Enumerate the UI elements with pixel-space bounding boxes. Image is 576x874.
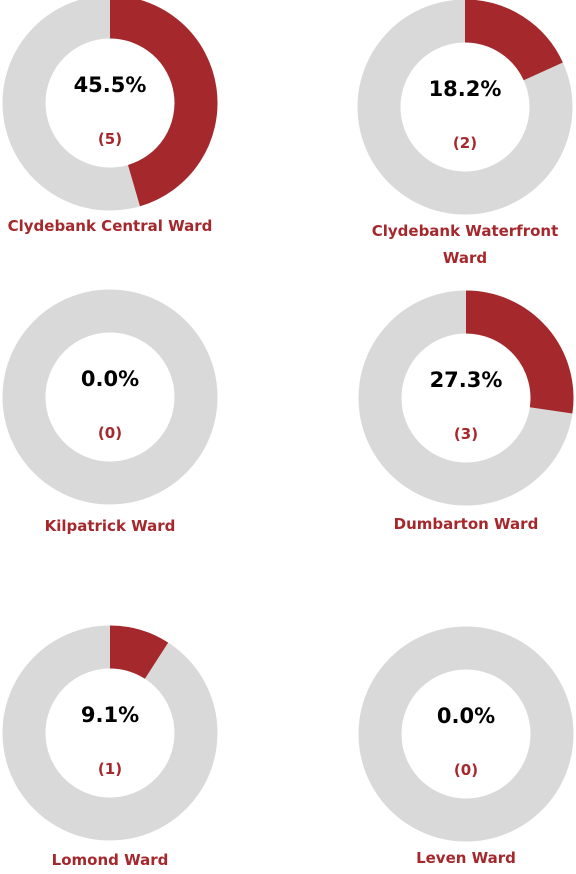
- donut: [358, 290, 574, 506]
- donut: [2, 0, 218, 211]
- percent-label: 18.2%: [428, 77, 502, 101]
- donut-chart: 27.3% (3) Dumbarton Ward: [346, 0, 576, 874]
- donut: [2, 625, 218, 841]
- ward-title: Leven Ward: [416, 849, 516, 867]
- donut-chart: 9.1% (1) Lomond Ward: [0, 0, 230, 874]
- donut-chart: 18.2% (2) Clydebank Waterfront Ward: [345, 0, 576, 874]
- donut-segment: [465, 290, 574, 414]
- percent-label: 9.1%: [80, 703, 140, 727]
- ward-title: Lomond Ward: [51, 851, 169, 869]
- donut-chart: 45.5% (5) Clydebank Central Ward: [0, 0, 230, 874]
- count-label: (1): [97, 760, 123, 778]
- donut: [358, 626, 574, 842]
- count-label: (0): [453, 761, 479, 779]
- donut-segment: [109, 0, 218, 207]
- donut: [357, 0, 573, 215]
- donut-track: [2, 625, 218, 841]
- donut-segment: [109, 625, 169, 680]
- count-label: (0): [97, 424, 123, 442]
- donut: [2, 289, 218, 505]
- count-label: (2): [452, 134, 478, 152]
- count-label: (3): [453, 425, 479, 443]
- donut-chart: 0.0% (0) Leven Ward: [346, 0, 576, 874]
- percent-label: 27.3%: [429, 368, 503, 392]
- count-label: (5): [97, 130, 123, 148]
- donut-chart: 0.0% (0) Kilpatrick Ward: [0, 0, 230, 874]
- percent-label: 45.5%: [73, 73, 147, 97]
- percent-label: 0.0%: [436, 704, 496, 728]
- donut-segment: [464, 0, 563, 82]
- donut-track: [2, 289, 218, 505]
- ward-title: Kilpatrick Ward: [44, 517, 176, 535]
- donut-track: [358, 626, 574, 842]
- percent-label: 0.0%: [80, 367, 140, 391]
- ward-title: Dumbarton Ward: [393, 515, 539, 533]
- ward-title: Clydebank Waterfront Ward: [371, 222, 559, 267]
- ward-title: Clydebank Central Ward: [7, 217, 213, 235]
